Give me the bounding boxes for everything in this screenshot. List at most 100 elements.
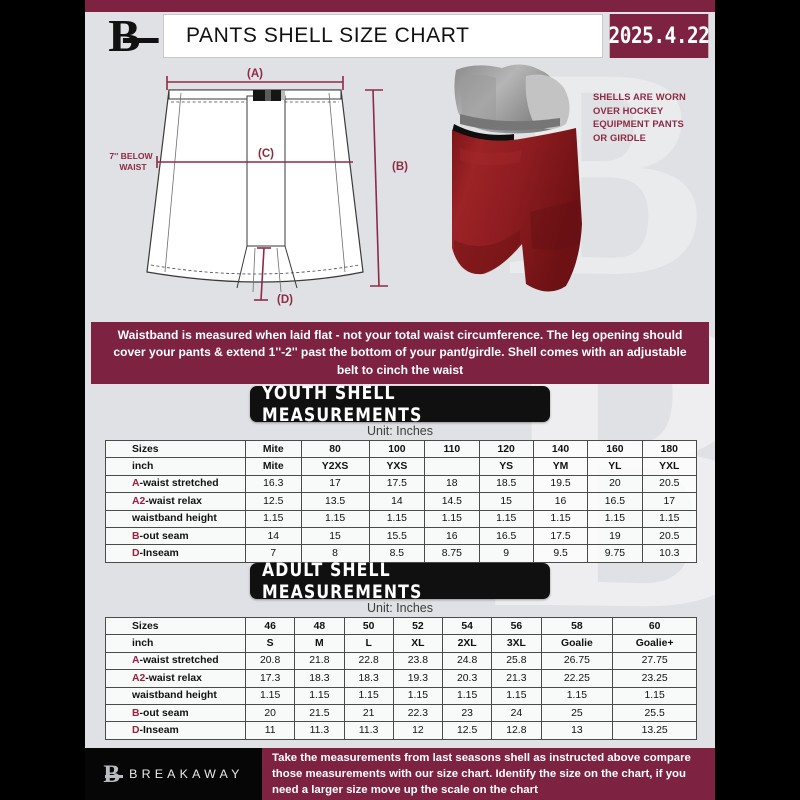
table-cell: 1.15 xyxy=(641,509,698,528)
table-cell: 120 xyxy=(478,439,534,459)
table-row: B-out seam 14 15 15.5 16 16.5 17.5 19 20.5 xyxy=(105,526,698,546)
table-cell: 1.15 xyxy=(532,509,589,528)
table-cell: 14 xyxy=(368,492,426,511)
size-chart-page: B B B PANTS SHELL SIZE CHART 2025.4.22 xyxy=(85,0,715,800)
product-photo xyxy=(430,62,600,312)
table-cell: 22.25 xyxy=(540,669,614,688)
photo-note-line-4: OR GIRDLE xyxy=(593,131,646,143)
table-cell: 26.75 xyxy=(540,651,614,671)
breakaway-logo-icon: B xyxy=(85,12,163,60)
table-cell: 1.15 xyxy=(244,686,296,705)
table-cell: 17.5 xyxy=(532,526,589,546)
table-cell: 20 xyxy=(587,474,643,494)
row-label: D-Inseam xyxy=(105,544,246,563)
table-cell: 8 xyxy=(300,544,370,563)
table-cell: 21 xyxy=(343,703,394,723)
table-cell: 25.8 xyxy=(491,651,542,671)
table-cell: 17 xyxy=(300,474,370,494)
table-cell: 19.3 xyxy=(392,669,444,688)
table-cell: 17.5 xyxy=(368,474,426,494)
table-cell: 2XL xyxy=(441,634,493,653)
table-cell: 19.5 xyxy=(532,474,589,494)
table-cell: 140 xyxy=(532,439,589,459)
date-badge: 2025.4.22 xyxy=(609,14,710,58)
label-b: (B) xyxy=(392,161,408,173)
row-label: waistband height xyxy=(105,686,246,705)
page-title: PANTS SHELL SIZE CHART xyxy=(186,24,470,47)
table-cell: 22.3 xyxy=(392,703,444,723)
table-cell: 23.25 xyxy=(612,669,697,688)
table-cell: 15.5 xyxy=(368,526,426,546)
table-cell: Y2XS xyxy=(300,457,370,476)
youth-section-title: YOUTH SHELL MEASUREMENTS xyxy=(262,382,423,426)
adult-section-header: ADULT SHELL MEASUREMENTS xyxy=(250,559,550,603)
photo-note: SHELLS ARE WORN OVER HOCKEY EQUIPMENT PA… xyxy=(593,90,708,145)
table-cell: 9.75 xyxy=(587,544,643,563)
table-row: A2-waist relax 12.5 13.5 14 14.5 15 16 16.5 17 xyxy=(105,492,698,511)
table-cell: 21.5 xyxy=(294,703,345,723)
row-label: Sizes xyxy=(105,616,246,636)
table-cell: 12 xyxy=(392,721,444,740)
table-cell: XL xyxy=(392,634,444,653)
table-cell: 1.15 xyxy=(478,509,534,528)
table-cell: 1.15 xyxy=(392,686,444,705)
label-d: (D) xyxy=(277,294,293,306)
table-row: D-Inseam 11 11.3 11.3 12 12.5 12.8 13 13.25 xyxy=(105,721,697,740)
table-cell: 56 xyxy=(491,616,542,636)
row-label: D-Inseam xyxy=(105,721,246,740)
table-cell: 1.15 xyxy=(424,509,480,528)
adult-size-table: Sizes 46 48 50 52 54 56 58 60 inch S M L XL 2XL 3XL Goal… xyxy=(105,616,697,740)
table-cell: 1.15 xyxy=(587,509,643,528)
table-cell: 1.15 xyxy=(441,686,493,705)
table-cell: 14 xyxy=(245,526,302,546)
table-cell: 50 xyxy=(343,616,394,636)
table-cell: 7 xyxy=(245,544,302,563)
youth-unit-label: Unit: Inches xyxy=(366,424,433,438)
table-cell: 1.15 xyxy=(491,686,542,705)
table-cell: 16.3 xyxy=(245,474,302,494)
table-cell: 17.3 xyxy=(244,669,296,688)
table-cell: 10.3 xyxy=(641,544,698,563)
table-cell: 11 xyxy=(244,721,296,740)
table-cell: 17 xyxy=(641,492,698,511)
table-row: inch S M L XL 2XL 3XL Goalie Goalie+ xyxy=(105,634,697,653)
table-cell: 14.5 xyxy=(424,492,480,511)
adult-section-title: ADULT SHELL MEASUREMENTS xyxy=(262,559,423,603)
table-row: Sizes 46 48 50 52 54 56 58 60 xyxy=(105,616,697,636)
row-label-prefix: D xyxy=(132,548,140,560)
table-cell: 9.5 xyxy=(532,544,589,563)
label-c: (C) xyxy=(258,148,274,160)
table-cell: YM xyxy=(532,457,589,476)
table-row: waistband height 1.15 1.15 1.15 1.15 1.15 1.15… xyxy=(105,686,697,705)
page-title-box: PANTS SHELL SIZE CHART xyxy=(163,14,603,58)
row-label: B-out seam xyxy=(105,526,246,546)
page-footer: B BREAKAWAY Take the measurements from l… xyxy=(85,748,715,800)
row-label-prefix: B xyxy=(132,707,140,719)
row-label-prefix: A2 xyxy=(132,495,146,507)
table-cell: Mite xyxy=(245,439,302,459)
table-cell: 18.5 xyxy=(478,474,534,494)
table-cell: 1.15 xyxy=(540,686,614,705)
measurement-instructions-text: Waistband is measured when laid flat - n… xyxy=(113,327,687,377)
table-cell: YL xyxy=(587,457,643,476)
table-cell: 1.15 xyxy=(294,686,345,705)
youth-size-table: Sizes Mite 80 100 110 120 140 160 180 inch Mite Y2X… xyxy=(105,439,698,563)
table-cell: 23 xyxy=(441,703,493,723)
table-cell: 18 xyxy=(424,474,480,494)
table-cell: 13.5 xyxy=(300,492,370,511)
measurement-instructions-banner: Waistband is measured when laid flat - n… xyxy=(91,322,709,384)
shorts-technical-drawing: (A) (B) (C) (D) 7'' BELOW WAIST xyxy=(109,68,408,306)
row-label: B-out seam xyxy=(105,703,246,723)
table-cell: 19 xyxy=(587,526,643,546)
table-cell: 12.8 xyxy=(491,721,542,740)
table-row: waistband height 1.15 1.15 1.15 1.15 1.15 1.15… xyxy=(105,509,698,528)
row-label: inch xyxy=(105,634,246,653)
table-cell: 9 xyxy=(478,544,534,563)
table-cell: 110 xyxy=(424,439,480,459)
table-cell: L xyxy=(343,634,394,653)
table-cell: 20.8 xyxy=(244,651,296,671)
table-cell: YXL xyxy=(641,457,698,476)
table-cell: 13.25 xyxy=(612,721,697,740)
table-cell: Mite xyxy=(245,457,302,476)
row-label-prefix: A xyxy=(132,478,140,490)
